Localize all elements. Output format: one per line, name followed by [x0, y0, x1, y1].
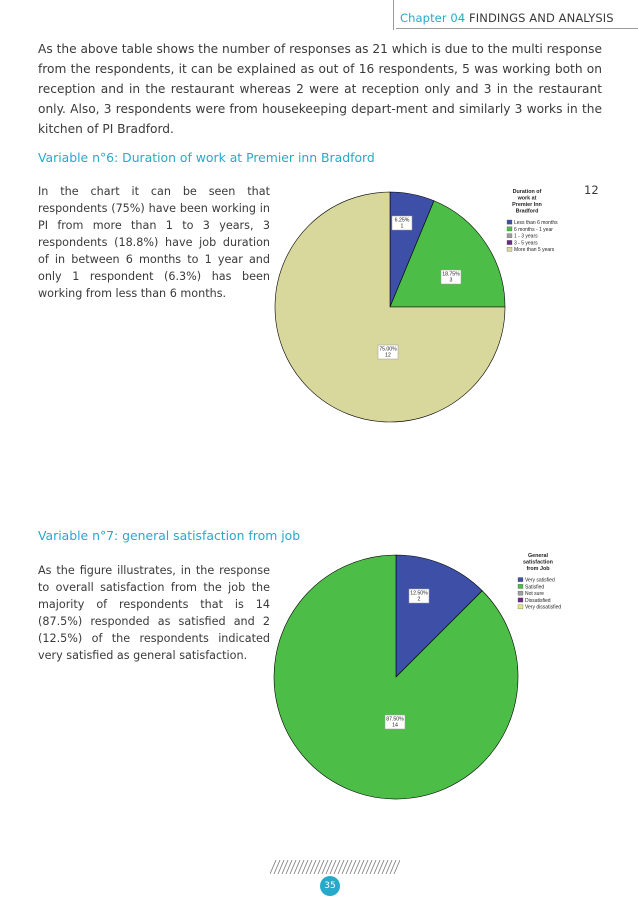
pie-slice: [273, 554, 519, 800]
legend-item: Very dissatisfied: [525, 605, 561, 611]
legend-item: Dissatisfied: [525, 598, 551, 604]
legend-title: Duration of: [513, 189, 542, 195]
pie-label-box: [377, 344, 399, 360]
legend-swatch: [517, 590, 524, 596]
pie-slice: [389, 200, 506, 308]
legend-item: Very satisfied: [525, 578, 555, 584]
footer-hatch-decoration: [270, 860, 400, 874]
pie-percent-label: 12.50%: [410, 591, 428, 597]
pie-percent-label: 75.00%: [379, 347, 397, 353]
header-divider-vertical: [393, 0, 394, 30]
running-header: Chapter 04 FINDINGS AND ANALYSIS: [400, 11, 614, 25]
chapter-label: Chapter 04: [400, 11, 466, 25]
section-7-text: As the figure illustrates, in the respon…: [38, 564, 270, 662]
intro-paragraph: As the above table shows the number of r…: [38, 42, 602, 136]
section-7-heading: Variable n°7: general satisfaction from …: [38, 528, 301, 543]
pie-label-box: [391, 215, 413, 231]
legend-title: work at: [517, 196, 537, 202]
pie-label-box: [384, 714, 406, 730]
pie-slice: [274, 191, 506, 423]
section-6-heading: Variable n°6: Duration of work at Premie…: [38, 150, 375, 165]
legend-swatch: [506, 219, 513, 225]
legend-title: from Job: [526, 566, 550, 572]
legend-title: Premier Inn: [512, 202, 542, 208]
legend-swatch: [517, 584, 524, 589]
legend-swatch: [506, 240, 513, 245]
pie-count-label: 14: [392, 723, 398, 729]
pie-percent-label: 18.75%: [442, 272, 460, 278]
pie-label-box: [408, 588, 430, 604]
legend-title: satisfaction: [523, 560, 553, 566]
pie-slice: [395, 554, 483, 678]
legend-item: Satisfied: [525, 584, 544, 590]
legend-title: Bradford: [516, 209, 539, 215]
section-6-text: In the chart it can be seen that respond…: [38, 185, 270, 300]
pie-percent-label: 87.50%: [386, 717, 404, 723]
pie-count-label: 12: [385, 353, 391, 359]
legend-swatch: [506, 233, 513, 238]
pie-label-box: [440, 269, 462, 285]
legend-item: Less than 6 months: [514, 220, 558, 226]
header-divider-horizontal: [396, 28, 638, 29]
side-number: 12: [584, 183, 599, 197]
page-number: 35: [320, 876, 340, 896]
legend-swatch: [517, 604, 524, 610]
legend-item: 6 months - 1 year: [514, 227, 553, 233]
legend-swatch: [517, 577, 524, 582]
pie-count-label: 1: [401, 224, 404, 230]
legend-title: General: [528, 553, 549, 559]
legend-swatch: [517, 597, 524, 603]
pie-count-label: 2: [418, 597, 421, 603]
pie-count-label: 3: [450, 278, 453, 284]
chapter-title: FINDINGS AND ANALYSIS: [469, 11, 614, 25]
legend-swatch: [506, 226, 513, 232]
legend-item: 1 - 3 years: [514, 234, 538, 240]
legend-swatch: [506, 247, 513, 252]
legend-item: Not sure: [525, 591, 544, 597]
pie-percent-label: 6.25%: [395, 218, 410, 224]
legend-item: 3 - 5 years: [514, 240, 538, 246]
legend-item: More than 5 years: [514, 247, 555, 253]
